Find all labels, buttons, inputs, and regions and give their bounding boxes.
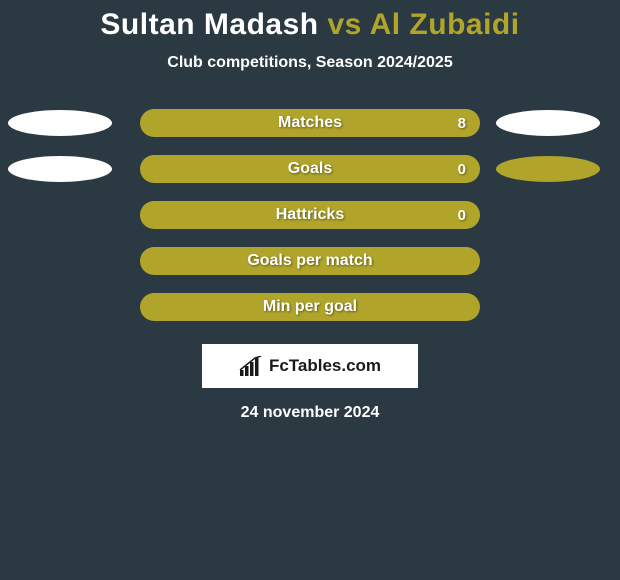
stat-label: Goals [288,160,332,178]
stat-row: Hattricks 0 [0,192,620,238]
subtitle: Club competitions, Season 2024/2025 [0,54,620,72]
stat-label: Hattricks [276,206,344,224]
logo-box: FcTables.com [202,344,418,388]
player1-marker [8,110,112,136]
stat-row: Min per goal [0,284,620,330]
stat-row: Matches 8 [0,100,620,146]
stat-value: 0 [458,161,466,178]
stat-label: Matches [278,114,342,132]
stat-value: 0 [458,207,466,224]
date-text: 24 november 2024 [0,404,620,422]
player2-name: Al Zubaidi [370,8,520,41]
stat-row: Goals per match [0,238,620,284]
stat-label: Goals per match [247,252,372,270]
stat-bar: Goals 0 [140,155,480,183]
player2-marker [496,156,600,182]
stat-bar: Matches 8 [140,109,480,137]
stat-value: 8 [458,115,466,132]
vs-text: vs [327,8,361,41]
title: Sultan Madash vs Al Zubaidi [0,8,620,42]
stat-bar: Hattricks 0 [140,201,480,229]
stat-bar: Min per goal [140,293,480,321]
stats-area: Matches 8 Goals 0 Hattricks 0 Goals per match M… [0,100,620,330]
stat-label: Min per goal [263,298,357,316]
player1-marker [8,156,112,182]
logo-bars-icon [239,356,263,376]
player2-marker [496,110,600,136]
player1-name: Sultan Madash [100,8,318,41]
stat-row: Goals 0 [0,146,620,192]
comparison-infographic: Sultan Madash vs Al Zubaidi Club competi… [0,0,620,580]
stat-bar: Goals per match [140,247,480,275]
logo-text: FcTables.com [269,356,381,376]
